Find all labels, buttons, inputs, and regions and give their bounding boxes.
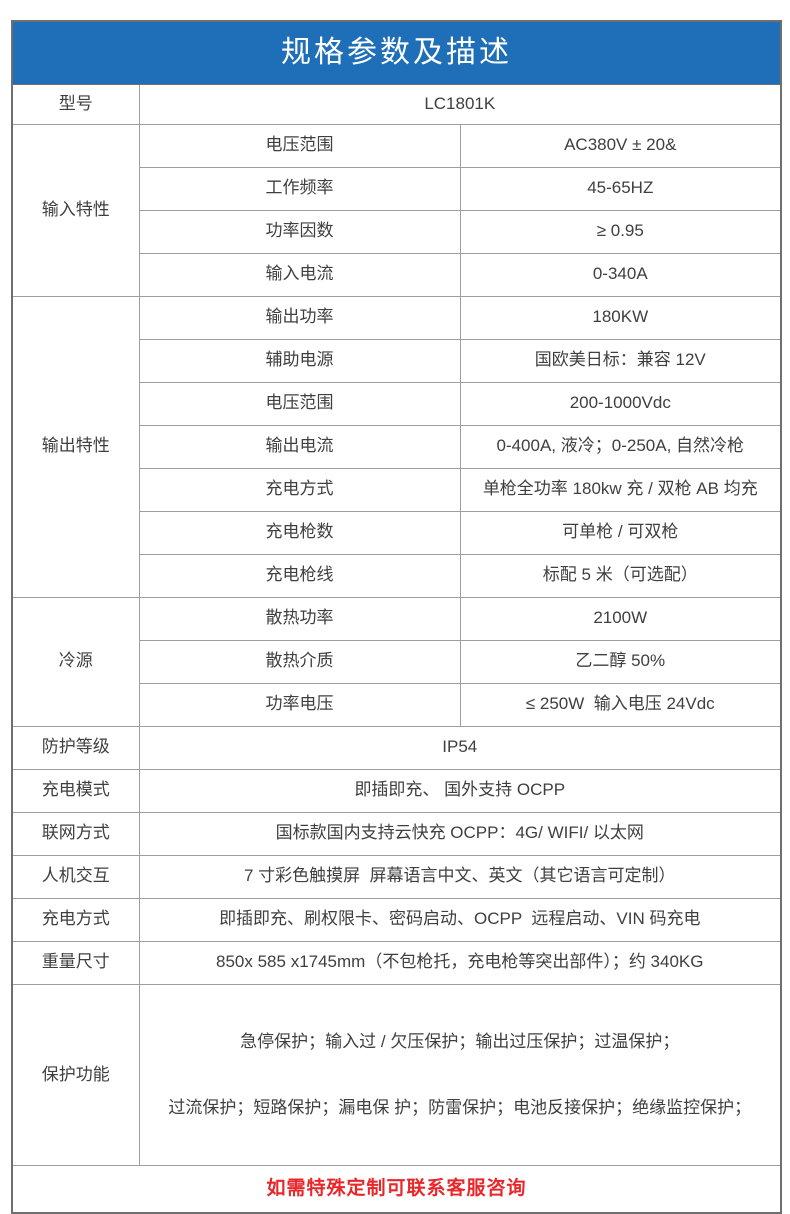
- spec-label: 电压范围: [138, 123, 461, 168]
- spec-label: 功率电压: [138, 682, 461, 727]
- spec-label: 联网方式: [11, 811, 140, 856]
- table-row: 充电模式 即插即充、 国外支持 OCPP: [11, 768, 782, 813]
- model-value: LC1801K: [138, 83, 782, 125]
- spec-value: 0-340A: [459, 252, 782, 297]
- protection-line-1: 急停保护；输入过 / 欠压保护；输出过压保护；过温保护；: [240, 1031, 680, 1051]
- spec-value: ≤ 250W 输入电压 24Vdc: [459, 682, 782, 727]
- spec-value: 即插即充、刷权限卡、密码启动、OCPP 远程启动、VIN 码充电: [138, 897, 782, 942]
- table-row: 电压范围 200-1000Vdc: [12, 381, 782, 426]
- footer-row: 如需特殊定制可联系客服咨询: [11, 1165, 782, 1214]
- table-row: 重量尺寸 850x 585 x1745mm（不包枪托，充电枪等突出部件）；约 3…: [11, 940, 782, 985]
- table-row: 输出特性 输出功率 180KW: [11, 295, 782, 598]
- spec-label: 充电枪线: [138, 553, 461, 598]
- spec-label: 充电枪数: [138, 510, 461, 555]
- spec-value: 单枪全功率 180kw 充 / 双枪 AB 均充: [459, 467, 782, 512]
- spec-value: 180KW: [459, 295, 782, 340]
- spec-table: 规格参数及描述 型号 LC1801K 输入特性 电压范围 AC380V ± 20…: [11, 20, 783, 1214]
- group-output-label: 输出特性: [11, 295, 140, 598]
- spec-label: 输出功率: [138, 295, 461, 340]
- spec-label: 保护功能: [11, 983, 140, 1167]
- spec-value: ≥ 0.95: [459, 209, 782, 254]
- model-row: 型号 LC1801K: [11, 83, 782, 125]
- spec-value: 45-65HZ: [459, 166, 782, 211]
- spec-label: 人机交互: [11, 854, 140, 899]
- table-row: 辅助电源 国欧美日标：兼容 12V: [12, 338, 782, 383]
- group-input-label: 输入特性: [11, 123, 140, 297]
- spec-label: 功率因数: [138, 209, 461, 254]
- spec-value: 7 寸彩色触摸屏 屏幕语言中文、英文（其它语言可定制）: [138, 854, 782, 899]
- spec-label: 散热功率: [138, 596, 461, 641]
- spec-label: 重量尺寸: [11, 940, 140, 985]
- spec-label: 工作频率: [138, 166, 461, 211]
- spec-value: 可单枪 / 可双枪: [459, 510, 782, 555]
- group-cooling-label: 冷源: [11, 596, 140, 727]
- table-row: 输出电流 0-400A, 液冷；0-250A, 自然冷枪: [12, 424, 782, 469]
- table-row: 充电枪数 可单枪 / 可双枪: [12, 510, 782, 555]
- spec-sheet-page: 规格参数及描述 型号 LC1801K 输入特性 电压范围 AC380V ± 20…: [11, 20, 783, 1214]
- spec-label: 输出电流: [138, 424, 461, 469]
- page-title: 规格参数及描述: [11, 20, 782, 85]
- table-row: 输入特性 电压范围 AC380V ± 20&: [11, 123, 782, 297]
- spec-value: 乙二醇 50%: [459, 639, 782, 684]
- spec-label: 辅助电源: [138, 338, 461, 383]
- spec-label: 充电方式: [11, 897, 140, 942]
- spec-value: 国标款国内支持云快充 OCPP：4G/ WIFI/ 以太网: [138, 811, 782, 856]
- spec-label: 充电方式: [138, 467, 461, 512]
- spec-label: 散热介质: [138, 639, 461, 684]
- table-row: 充电方式 即插即充、刷权限卡、密码启动、OCPP 远程启动、VIN 码充电: [11, 897, 782, 942]
- spec-value: 0-400A, 液冷；0-250A, 自然冷枪: [459, 424, 782, 469]
- spec-value: 850x 585 x1745mm（不包枪托，充电枪等突出部件）；约 340KG: [138, 940, 782, 985]
- table-row: 功率因数 ≥ 0.95: [12, 209, 782, 254]
- table-row: 输入电流 0-340A: [12, 252, 782, 297]
- protection-row: 保护功能 急停保护；输入过 / 欠压保护；输出过压保护；过温保护； 过流保护；短…: [11, 983, 782, 1167]
- protection-value: 急停保护；输入过 / 欠压保护；输出过压保护；过温保护； 过流保护；短路保护；漏…: [138, 983, 782, 1167]
- spec-label: 充电模式: [11, 768, 140, 813]
- spec-label: 输入电流: [138, 252, 461, 297]
- table-row: 功率电压 ≤ 250W 输入电压 24Vdc: [12, 682, 782, 727]
- footer-note: 如需特殊定制可联系客服咨询: [11, 1165, 782, 1214]
- spec-value: AC380V ± 20&: [459, 123, 782, 168]
- spec-label: 电压范围: [138, 381, 461, 426]
- protection-line-2: 过流保护；短路保护；漏电保 护；防雷保护；电池反接保护；绝缘监控保护；: [168, 1097, 752, 1117]
- spec-label: 防护等级: [11, 725, 140, 770]
- title-row: 规格参数及描述: [11, 20, 782, 85]
- spec-value: 200-1000Vdc: [459, 381, 782, 426]
- table-row: 充电枪线 标配 5 米（可选配）: [12, 553, 782, 598]
- spec-value: 2100W: [459, 596, 782, 641]
- table-row: 联网方式 国标款国内支持云快充 OCPP：4G/ WIFI/ 以太网: [11, 811, 782, 856]
- table-row: 防护等级 IP54: [11, 725, 782, 770]
- table-row: 散热介质 乙二醇 50%: [12, 639, 782, 684]
- table-row: 工作频率 45-65HZ: [12, 166, 782, 211]
- spec-value: 标配 5 米（可选配）: [459, 553, 782, 598]
- table-row: 冷源 散热功率 2100W: [11, 596, 782, 727]
- spec-value: 即插即充、 国外支持 OCPP: [138, 768, 782, 813]
- spec-value: 国欧美日标：兼容 12V: [459, 338, 782, 383]
- spec-value: IP54: [138, 725, 782, 770]
- table-row: 人机交互 7 寸彩色触摸屏 屏幕语言中文、英文（其它语言可定制）: [11, 854, 782, 899]
- model-label: 型号: [11, 83, 140, 125]
